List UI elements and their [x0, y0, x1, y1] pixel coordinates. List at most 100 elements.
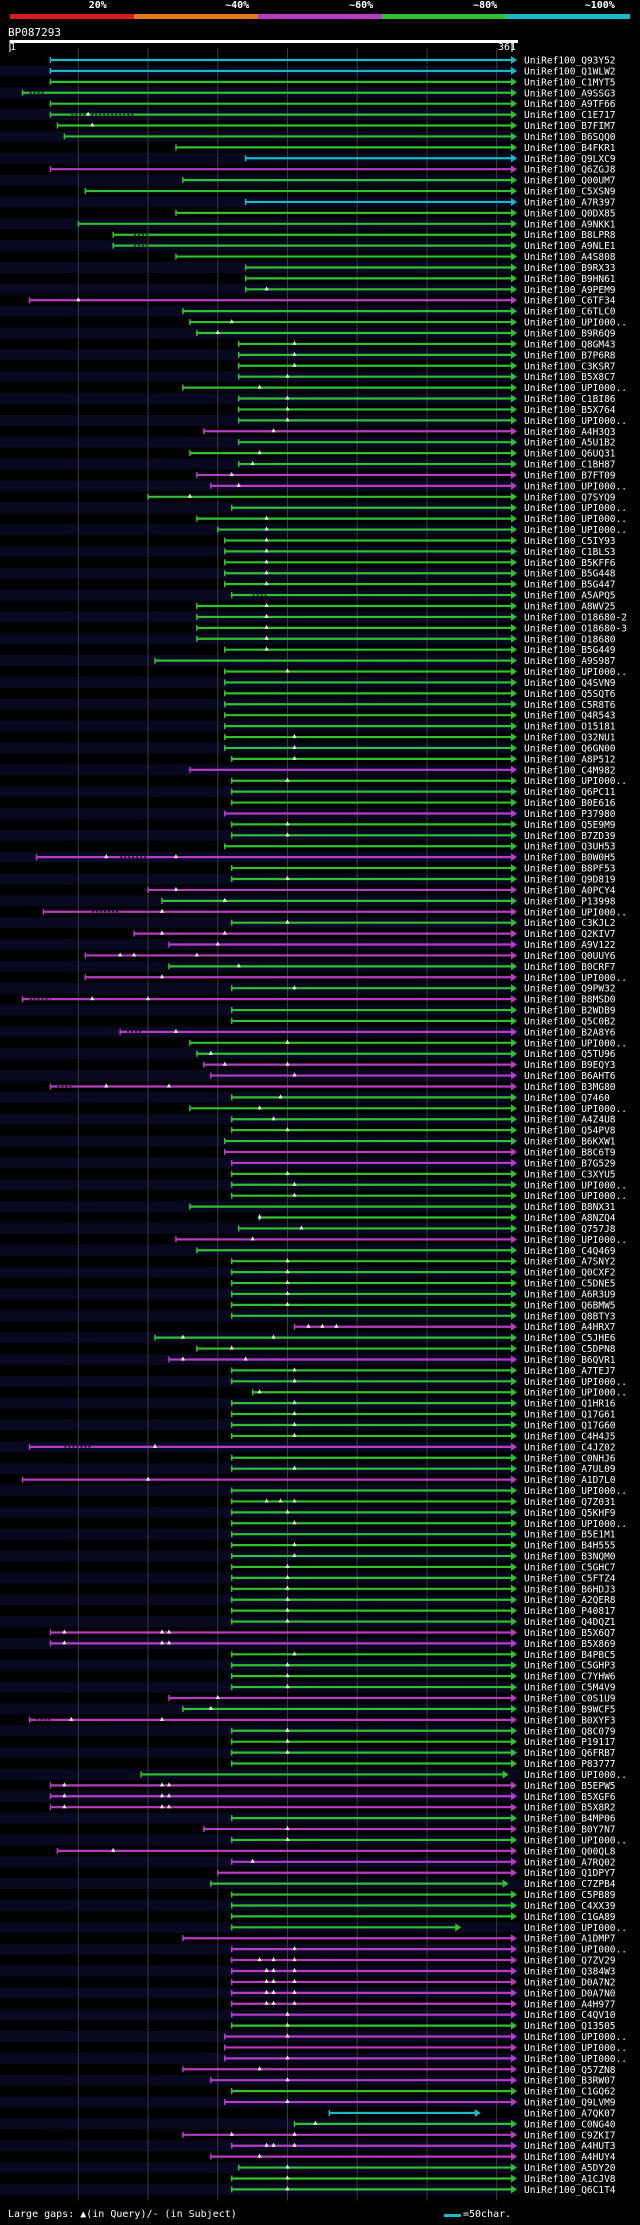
hit-label: UniRef100_Q1WLW2: [524, 66, 616, 77]
query-gap-mark: [62, 1793, 67, 1798]
query-gap-mark: [285, 2077, 290, 2082]
legend-label: ~40%: [225, 0, 250, 11]
hit-arrow: [511, 1737, 517, 1746]
query-gap-mark: [159, 1793, 164, 1798]
hit-label: UniRef100_A8NZQ4: [524, 1213, 616, 1224]
hit-label: UniRef100_B0Y7N7: [524, 1825, 616, 1836]
hit-arrow: [511, 143, 517, 152]
hit-arrow: [511, 962, 517, 971]
hit-arrow: [511, 1781, 517, 1790]
hit-label: UniRef100_A5U1B2: [524, 438, 616, 449]
hit-arrow: [511, 470, 517, 479]
hit-label: UniRef100_B3NQM0: [524, 1552, 616, 1563]
hit-arrow: [511, 121, 517, 130]
hit-label: UniRef100_B5G448: [524, 569, 616, 580]
legend-segment: [506, 14, 630, 19]
query-gap-mark: [285, 406, 290, 411]
hit-arrow: [511, 558, 517, 567]
query-gap-mark: [285, 777, 290, 782]
hit-label: UniRef100_B8PF53: [524, 864, 616, 875]
hit-label: UniRef100_A1D7L0: [524, 1475, 616, 1486]
query-gap-mark: [271, 1957, 276, 1962]
hit-arrow: [511, 372, 517, 381]
query-gap-mark: [166, 1083, 171, 1088]
hit-arrow: [511, 831, 517, 840]
query-gap-mark: [104, 854, 109, 859]
hit-arrow: [511, 165, 517, 174]
hit-label: UniRef100_UPI000..: [524, 1038, 627, 1049]
hit-arrow: [511, 1486, 517, 1495]
hit-arrow: [511, 602, 517, 610]
hit-label: UniRef100_C5PB89: [524, 1890, 616, 1901]
hit-label: UniRef100_C4JZ02: [524, 1442, 616, 1453]
hit-label: UniRef100_UPI000..: [524, 973, 627, 984]
hit-label: UniRef100_Q9PW32: [524, 984, 616, 995]
legend-label: ~60%: [349, 0, 374, 11]
query-gap-mark: [264, 548, 269, 553]
hit-label: UniRef100_Q5TU96: [524, 1049, 616, 1060]
query-gap-mark: [271, 1116, 276, 1121]
hit-label: UniRef100_B7P6R8: [524, 350, 616, 361]
query-gap-mark: [104, 1083, 109, 1088]
query-gap-mark: [90, 122, 95, 127]
hit-label: UniRef100_O18680-2: [524, 612, 627, 623]
hit-arrow: [511, 885, 517, 894]
query-gap-mark: [285, 1607, 290, 1612]
hit-arrow: [511, 864, 517, 873]
hit-arrow: [511, 1344, 517, 1353]
hit-label: UniRef100_B5X6Q7: [524, 1628, 616, 1639]
hit-arrow: [511, 1322, 517, 1331]
query-gap-mark: [285, 1836, 290, 1841]
query-gap-mark: [215, 330, 220, 334]
query-gap-mark: [285, 1727, 290, 1732]
hit-label: UniRef100_A9PEM9: [524, 285, 616, 296]
hit-arrow: [511, 1311, 517, 1320]
query-gap-mark: [285, 395, 290, 400]
hit-arrow: [511, 2087, 517, 2096]
query-gap-mark: [292, 1192, 297, 1197]
hit-arrow: [511, 1115, 517, 1124]
query-gap-mark: [243, 1356, 248, 1361]
hit-label: UniRef100_UPI000..: [524, 776, 627, 787]
query-gap-mark: [153, 1443, 158, 1448]
query-gap-mark: [292, 1411, 297, 1416]
query-gap-mark: [264, 2142, 269, 2147]
hit-arrow: [511, 88, 517, 97]
query-gap-mark: [285, 1258, 290, 1263]
hit-label: UniRef100_Q00QL8: [524, 1846, 616, 1857]
query-gap-mark: [285, 1280, 290, 1285]
hit-arrow: [511, 896, 517, 905]
hit-arrow: [511, 547, 517, 556]
hit-arrow: [511, 1038, 517, 1047]
hit-label: UniRef100_D0A7N2: [524, 1977, 616, 1988]
hit-label: UniRef100_Q2KIV7: [524, 929, 616, 940]
hit-arrow: [511, 1355, 517, 1364]
hit-label: UniRef100_C6TLC0: [524, 307, 616, 318]
hit-arrow: [511, 1049, 517, 1058]
hit-label: UniRef100_C3KSR7: [524, 361, 616, 372]
hit-arrow: [511, 580, 517, 589]
hit-arrow: [474, 2108, 481, 2117]
query-gap-mark: [285, 1618, 290, 1623]
hit-label: UniRef100_B4FKR1: [524, 143, 616, 154]
hit-label: UniRef100_C4M982: [524, 765, 616, 776]
hit-label: UniRef100_P19117: [524, 1737, 616, 1748]
hit-label: UniRef100_Q9LXC9: [524, 154, 616, 165]
hit-label: UniRef100_A4HUT3: [524, 2141, 616, 2152]
hit-label: UniRef100_UPI000..: [524, 1191, 627, 1202]
hit-arrow: [511, 536, 517, 545]
query-gap-mark: [215, 1695, 220, 1699]
hit-arrow: [511, 1289, 517, 1298]
hit-label: UniRef100_A4H3Q3: [524, 427, 616, 438]
hit-arrow: [511, 1999, 517, 2008]
hit-label: UniRef100_A9TF66: [524, 99, 616, 110]
hit-arrow: [511, 438, 517, 447]
hit-arrow: [511, 1573, 517, 1582]
query-gap-mark: [285, 1290, 290, 1295]
query-gap-mark: [62, 1782, 67, 1787]
hit-arrow: [511, 820, 517, 829]
query-gap-mark: [166, 1629, 171, 1634]
hit-label: UniRef100_Q7460: [524, 1093, 610, 1104]
hit-label: UniRef100_A4S808: [524, 252, 616, 263]
hit-arrow: [511, 1202, 517, 1211]
